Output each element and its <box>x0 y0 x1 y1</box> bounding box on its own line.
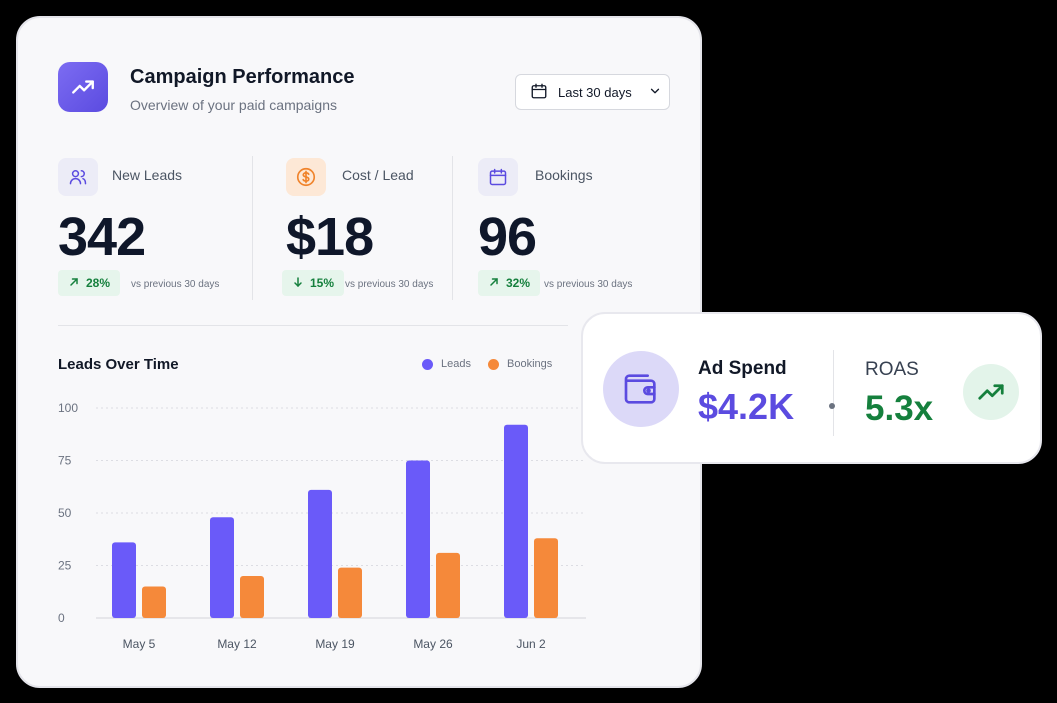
users-icon <box>58 158 98 196</box>
dollar-icon <box>286 158 326 196</box>
date-range-dropdown[interactable]: Last 30 days <box>515 74 670 110</box>
change-value: 32% <box>506 276 531 290</box>
y-tick-label: 100 <box>58 401 78 415</box>
x-tick-label: May 12 <box>217 637 257 651</box>
bar-leads <box>406 460 430 618</box>
roas-label: ROAS <box>865 359 919 380</box>
compare-text: vs previous 30 days <box>131 279 220 290</box>
legend-swatch <box>488 358 499 370</box>
x-tick-label: Jun 2 <box>516 637 546 651</box>
metric-value: 342 <box>58 207 146 267</box>
bar-bookings <box>436 552 460 618</box>
legend-label: Bookings <box>507 358 553 370</box>
ad-spend-card: Ad Spend $4.2K ROAS 5.3x <box>581 312 1042 464</box>
chevron-down-icon <box>648 84 662 101</box>
separator-dot <box>829 403 835 409</box>
bar-leads <box>308 489 332 618</box>
calendar-icon <box>478 158 518 196</box>
legend-swatch <box>422 358 433 370</box>
metric-value: $18 <box>286 207 374 267</box>
change-value: 15% <box>310 276 335 290</box>
metric-label: Cost / Lead <box>342 167 414 183</box>
bar-bookings <box>338 567 362 618</box>
bar-leads <box>210 517 234 618</box>
change-value: 28% <box>86 276 111 290</box>
legend-item-leads: Leads <box>422 358 471 370</box>
bar-bookings <box>240 576 264 618</box>
metric-label: New Leads <box>112 167 183 183</box>
x-tick-label: May 19 <box>315 637 355 651</box>
chart-title: Leads Over Time <box>58 356 179 373</box>
y-tick-label: 0 <box>58 611 65 625</box>
change-badge: 28% <box>58 270 121 296</box>
divider <box>833 350 834 436</box>
legend-item-bookings: Bookings <box>488 358 552 370</box>
x-tick-label: May 5 <box>123 637 156 651</box>
arrow-down-icon <box>292 276 304 291</box>
date-range-label: Last 30 days <box>558 84 632 100</box>
trend-up-icon <box>963 364 1019 420</box>
roas-value: 5.3x <box>865 389 934 428</box>
ad-spend-value: $4.2K <box>698 386 795 427</box>
y-tick-label: 50 <box>58 506 72 520</box>
legend-label: Leads <box>441 358 471 370</box>
bar-leads <box>504 424 528 618</box>
compare-text: vs previous 30 days <box>544 279 633 290</box>
page-subtitle: Overview of your paid campaigns <box>130 97 337 113</box>
calendar-icon <box>530 82 548 103</box>
y-tick-label: 75 <box>58 454 72 468</box>
divider <box>452 156 453 300</box>
bar-bookings <box>142 586 166 618</box>
change-badge: 15% <box>282 270 345 296</box>
y-tick-label: 25 <box>58 559 72 573</box>
change-badge: 32% <box>478 270 541 296</box>
arrow-up-right-icon <box>68 276 80 291</box>
leads-over-time-chart: 0 25 50 75 100 May 5 May 12 May 19 May 26 Jun 2 <box>58 401 586 651</box>
metric-value: 96 <box>478 207 537 267</box>
compare-text: vs previous 30 days <box>345 279 434 290</box>
section-divider <box>58 325 568 326</box>
trend-up-icon <box>58 62 108 112</box>
metric-label: Bookings <box>535 167 593 183</box>
divider <box>252 156 253 300</box>
arrow-up-right-icon <box>488 276 500 291</box>
x-tick-label: May 26 <box>413 637 453 651</box>
bar-leads <box>112 542 136 618</box>
wallet-icon <box>603 351 679 427</box>
bar-bookings <box>534 538 558 618</box>
page-title: Campaign Performance <box>130 66 355 88</box>
ad-spend-label: Ad Spend <box>698 358 787 379</box>
